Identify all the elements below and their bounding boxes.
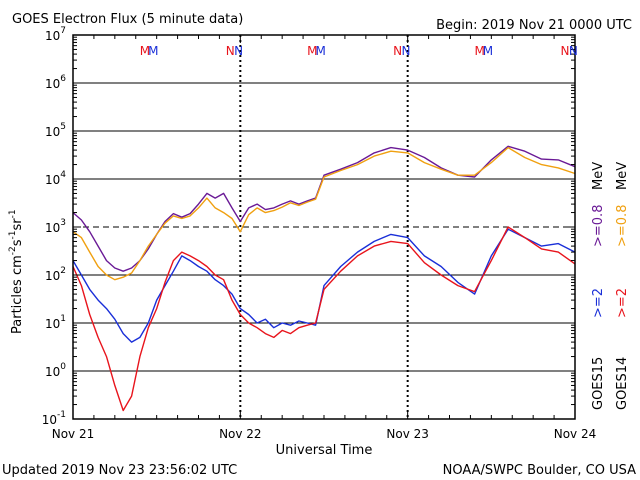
legend-goes15-2mev: >=2 [591,288,606,318]
series-line [72,146,576,281]
y-tick-label: 101 [45,314,66,331]
event-marker: N [234,44,243,58]
event-marker: N [560,44,569,58]
event-marker: N [226,44,235,58]
series-line [72,226,576,412]
x-tick-label: Nov 21 [52,427,95,441]
legend-goes15: GOES15 [591,357,606,410]
x-tick-label: Nov 23 [386,427,429,441]
y-tick-label: 105 [45,122,66,139]
x-ticks: Nov 21 Nov 22 Nov 23 Nov 24 [52,35,597,441]
event-marker: M [315,44,325,58]
y-tick-label: 107 [45,26,66,43]
event-markers: MM N N MM N N MM N N [140,44,578,58]
event-marker: M [474,44,484,58]
updated-label: Updated 2019 Nov 23 23:56:02 UTC [2,463,237,478]
legend-goes15-08mev: >=0.8 [591,205,606,247]
x-tick-label: Nov 24 [554,427,597,441]
day-dividers [239,35,409,419]
x-tick-label: Nov 22 [219,427,262,441]
y-tick-label: 106 [45,74,66,91]
event-marker: N [569,44,578,58]
legend: GOES15 GOES14 >=2 >=2 >=0.8 >=0.8 MeV Me… [591,162,630,410]
x-axis-label: Universal Time [276,443,373,458]
legend-unit-1: MeV [591,162,606,190]
series-line [72,145,576,272]
legend-goes14-2mev: >=2 [615,288,630,318]
chart-title: GOES Electron Flux (5 minute data) [12,12,243,27]
begin-label: Begin: 2019 Nov 21 0000 UTC [436,18,632,33]
event-marker: M [140,44,150,58]
y-axis-label: Particles cm-2s-1sr-1 [8,209,25,334]
series-line [72,228,576,343]
legend-goes14: GOES14 [615,357,630,410]
y-tick-label: 103 [45,218,66,235]
event-marker: M [483,44,493,58]
grid-layer [73,82,575,372]
y-ticks: 10-1 100 101 102 103 104 105 106 107 [42,26,575,427]
event-marker: M [148,44,158,58]
event-marker: M [307,44,317,58]
y-tick-label: 102 [45,266,66,283]
event-marker: N [393,44,402,58]
y-tick-label: 104 [45,170,66,187]
legend-unit-2: MeV [615,162,630,190]
event-marker: N [402,44,411,58]
legend-goes14-08mev: >=0.8 [615,205,630,247]
series-layer [72,145,576,412]
source-label: NOAA/SWPC Boulder, CO USA [443,463,636,478]
y-tick-label: 100 [45,362,66,379]
y-tick-label: 10-1 [42,410,66,427]
